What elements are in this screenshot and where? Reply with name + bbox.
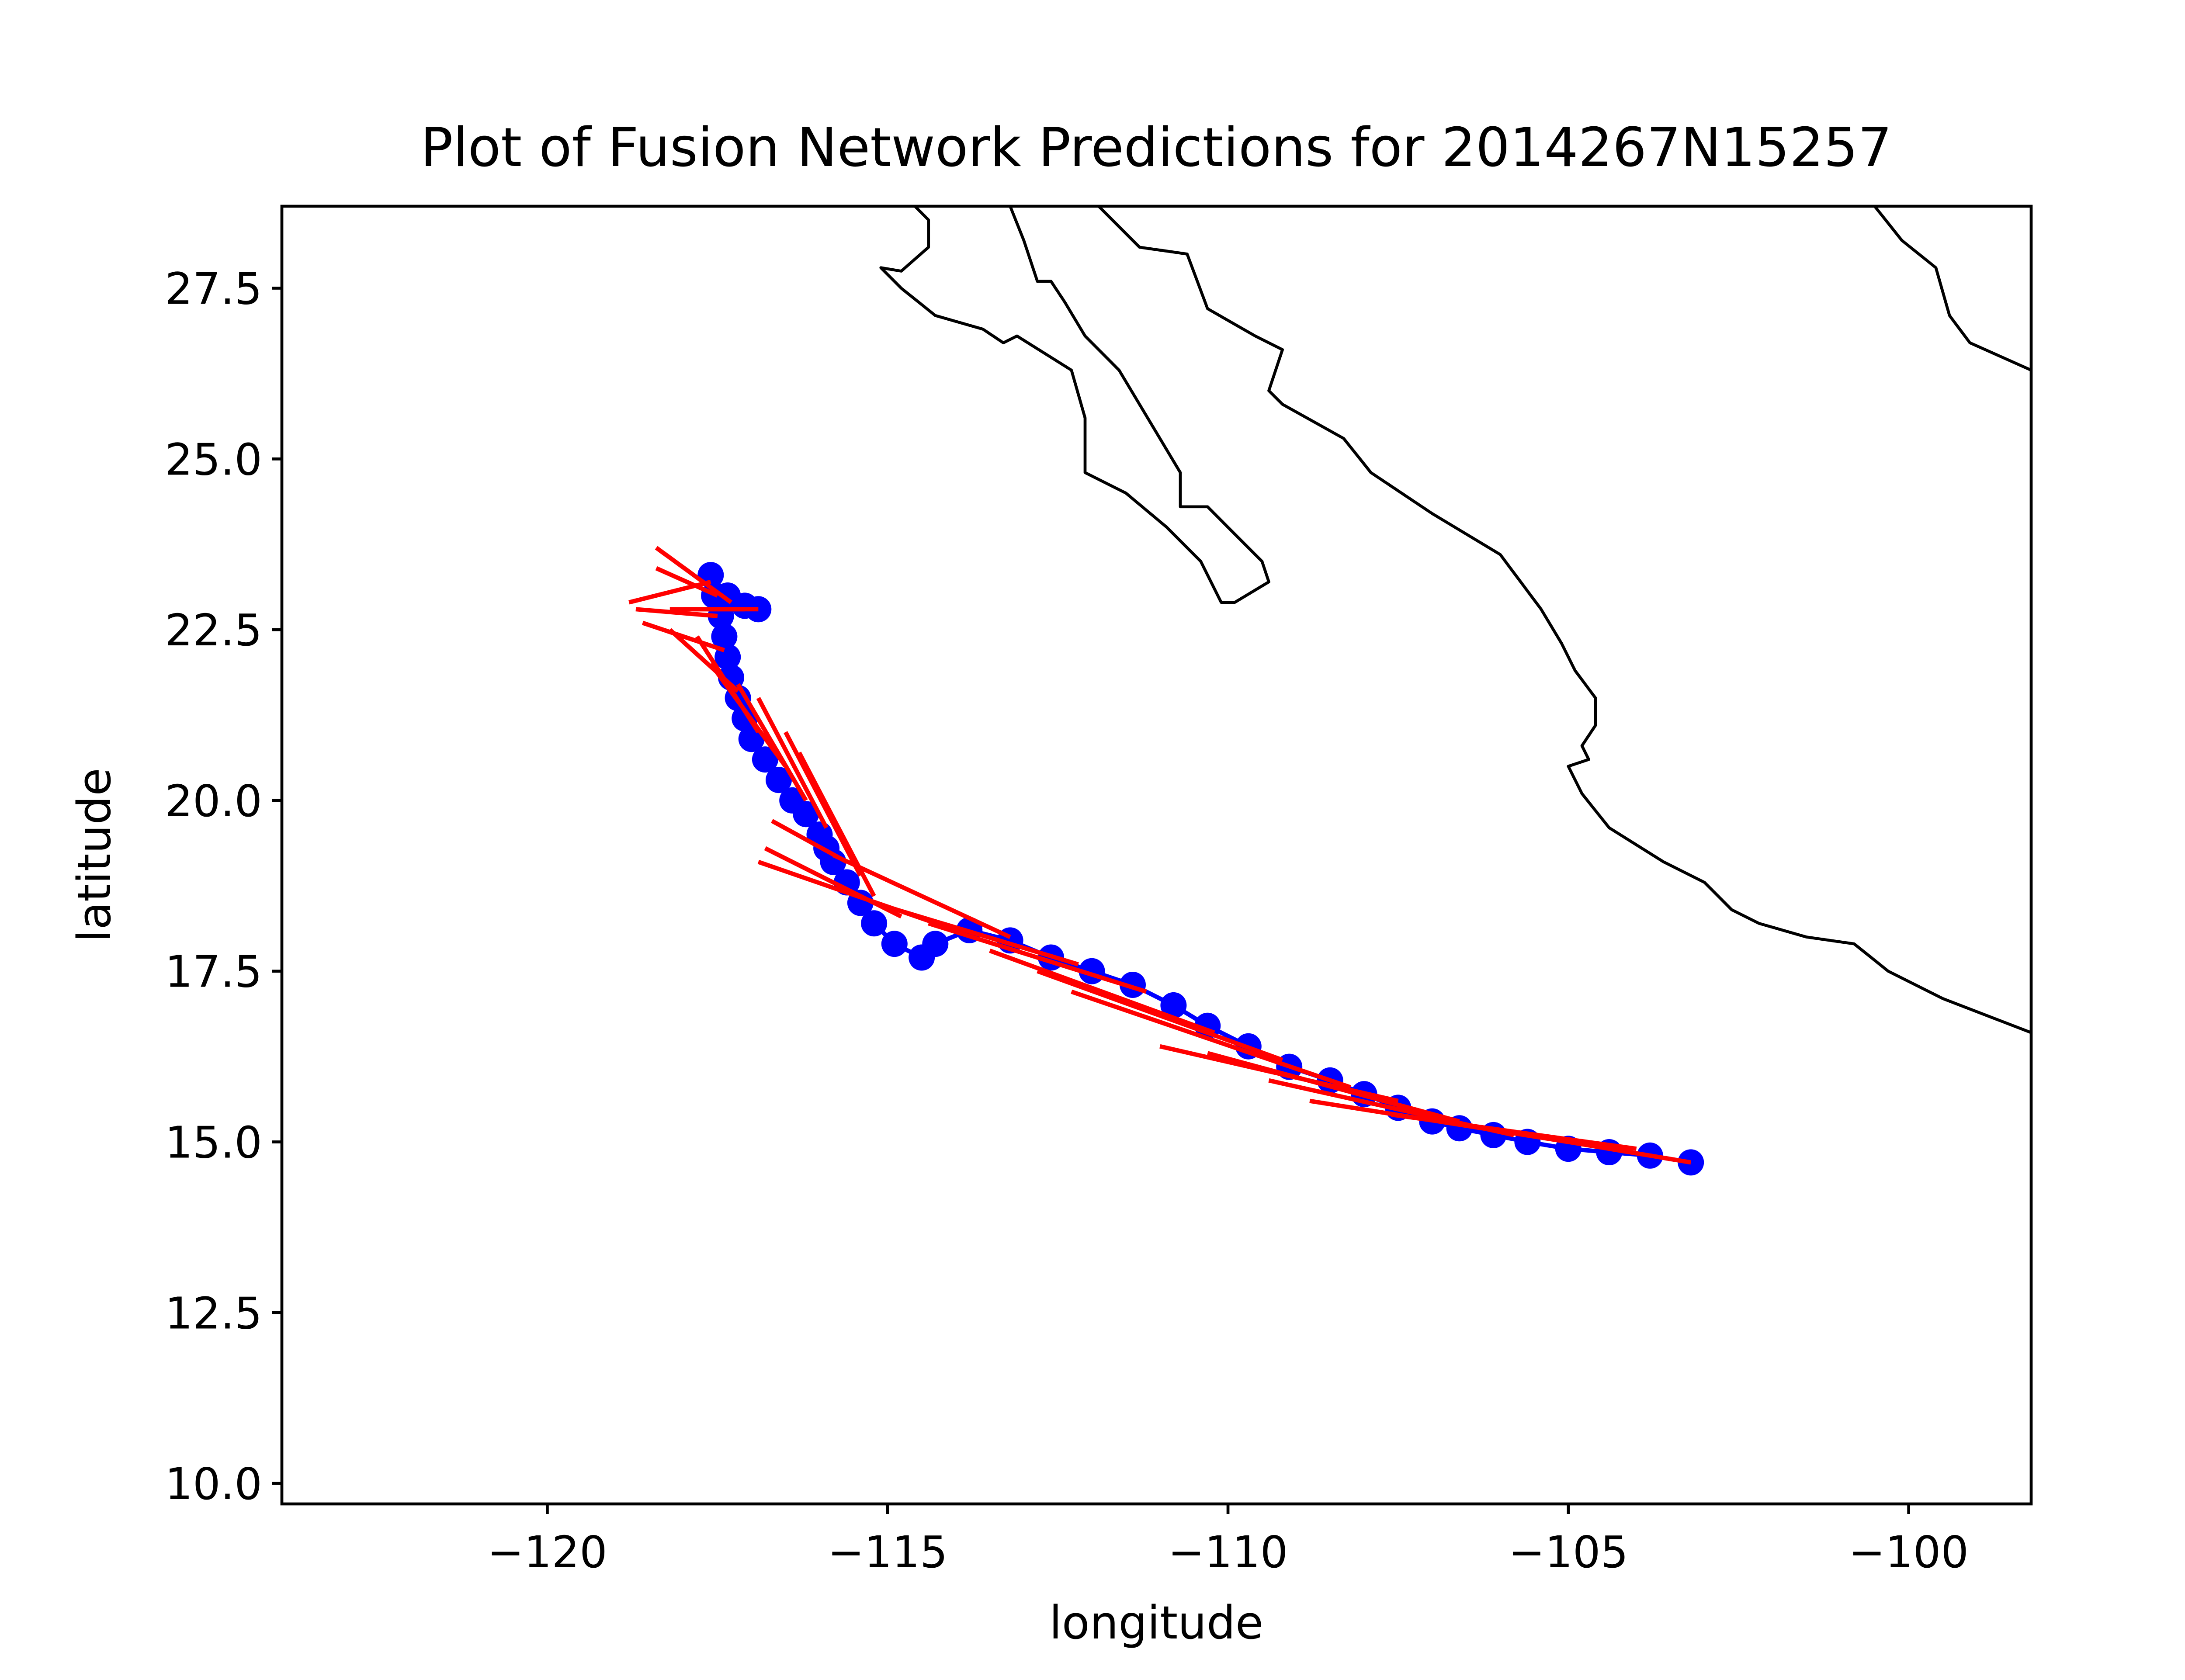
observed-point-32 <box>752 746 778 773</box>
predicted-segment-3 <box>1268 1078 1515 1137</box>
observed-point-22 <box>881 931 908 957</box>
observed-point-33 <box>738 726 765 752</box>
y-tick-label: 20.0 <box>165 776 262 827</box>
y-tick-label: 27.5 <box>165 263 262 315</box>
coastline-2 <box>1873 206 2031 372</box>
predicted-segment-21 <box>668 628 739 693</box>
predicted-segment-9 <box>928 921 1147 994</box>
predicted-segment-2 <box>1309 1098 1569 1144</box>
x-tick-label: −105 <box>1509 1527 1629 1578</box>
x-tick-label: −100 <box>1849 1527 1969 1578</box>
y-tick-label: 17.5 <box>165 946 262 998</box>
y-tick-label: 25.0 <box>165 434 262 485</box>
x-tick-label: −115 <box>828 1527 948 1578</box>
predicted-segment-8 <box>989 949 1215 1035</box>
predicted-segment-6 <box>1071 989 1352 1090</box>
coastline-1 <box>1097 206 2031 1034</box>
y-tick-label: 12.5 <box>165 1288 262 1339</box>
chart-title: Plot of Fusion Network Predictions for 2… <box>420 117 1892 179</box>
observed-point-30 <box>779 787 806 814</box>
y-tick-label: 10.0 <box>165 1458 262 1510</box>
predicted-segment-13 <box>764 846 902 919</box>
y-axis-label: latitude <box>68 768 121 942</box>
observed-point-14 <box>1160 992 1187 1018</box>
predicted-segment-5 <box>1159 1044 1399 1103</box>
x-tick-label: −120 <box>487 1527 607 1578</box>
coastline-0 <box>879 206 1270 604</box>
y-axis-ticks: 10.0 12.5 15.0 17.5 20.0 22.5 25.0 27.5 <box>165 263 282 1510</box>
x-axis-ticks: −120 −115 −110 −105 −100 <box>487 1504 1969 1578</box>
predicted-segment-7 <box>1037 969 1283 1062</box>
x-tick-label: −110 <box>1168 1527 1288 1578</box>
predicted-segment-17 <box>756 697 829 829</box>
predicted-segment-25 <box>655 566 718 598</box>
predicted-segment-26 <box>655 546 732 604</box>
predicted-track-layer <box>628 546 1692 1165</box>
observed-point-31 <box>766 767 792 793</box>
y-tick-label: 22.5 <box>165 605 262 656</box>
observed-point-21 <box>909 944 935 971</box>
coastline-layer <box>879 206 2031 1034</box>
plot-frame <box>280 204 2033 1506</box>
predicted-segment-16 <box>771 819 848 864</box>
x-axis-label: longitude <box>1049 1596 1263 1649</box>
observed-point-23 <box>861 910 888 937</box>
predicted-segment-14 <box>797 752 876 897</box>
predicted-segment-11 <box>832 853 1011 939</box>
predicted-segment-15 <box>784 731 863 877</box>
y-tick-label: 15.0 <box>165 1117 262 1168</box>
predicted-segment-18 <box>736 683 808 802</box>
predicted-segment-23 <box>635 607 718 618</box>
observed-point-38 <box>711 623 738 650</box>
predicted-segment-22 <box>642 620 725 652</box>
